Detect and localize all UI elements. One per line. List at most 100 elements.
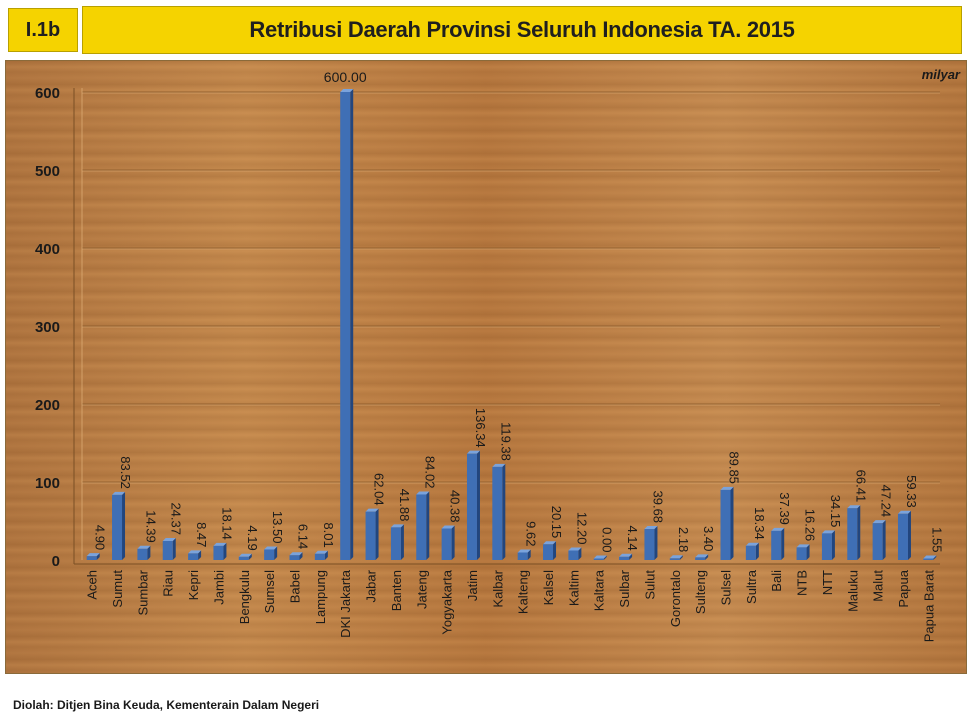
value-label: 119.38 <box>498 422 513 461</box>
y-tick-label: 500 <box>35 163 60 180</box>
bar-side <box>172 537 176 560</box>
bar <box>619 556 630 560</box>
bar-top <box>441 525 455 529</box>
category-label: Kepri <box>186 570 201 600</box>
bar <box>137 548 148 560</box>
bar <box>543 544 554 560</box>
category-label: Aceh <box>85 570 100 600</box>
bar <box>289 555 300 560</box>
value-label: 41.88 <box>397 489 412 522</box>
category-label: Sumut <box>110 570 125 608</box>
bar-top <box>340 89 354 92</box>
bar <box>923 558 934 560</box>
bar-side <box>198 550 202 560</box>
value-label: 2.18 <box>676 527 691 552</box>
value-label: 600.00 <box>324 69 367 85</box>
value-label: 14.39 <box>143 510 158 543</box>
bar-side <box>451 525 455 560</box>
category-label: Gorontalo <box>668 570 683 627</box>
bar-side <box>476 450 480 560</box>
bar-top <box>112 491 126 495</box>
bar-side <box>781 527 785 560</box>
category-label: Kaltim <box>566 570 581 606</box>
value-label: 34.15 <box>828 495 843 528</box>
value-label: 1.55 <box>929 527 944 552</box>
bar-top <box>923 555 937 559</box>
value-label: 20.15 <box>549 506 564 539</box>
bar-side <box>806 544 810 560</box>
value-label: 39.68 <box>650 491 665 524</box>
bar <box>213 545 224 560</box>
y-tick-label: 100 <box>35 475 60 492</box>
bar-side <box>882 520 886 560</box>
value-label: 136.34 <box>473 408 488 448</box>
source-note: Diolah: Ditjen Bina Keuda, Kementerain D… <box>13 698 320 712</box>
value-label: 12.20 <box>574 512 589 545</box>
bar-side <box>248 553 252 560</box>
bar-side <box>679 555 683 560</box>
bar-top <box>847 505 861 509</box>
bar <box>365 511 376 560</box>
bar-top <box>821 530 835 534</box>
bar <box>897 513 908 560</box>
category-label: Sumsel <box>262 570 277 613</box>
bar <box>188 553 199 560</box>
bar <box>492 466 503 560</box>
y-tick-label: 200 <box>35 397 60 414</box>
category-label: Kaltara <box>592 569 607 611</box>
bar <box>86 556 97 560</box>
bar-side <box>502 463 506 560</box>
value-label: 66.41 <box>853 470 868 503</box>
value-label: 8.47 <box>194 522 209 547</box>
bar-top <box>466 450 480 454</box>
chart-panel <box>5 60 967 674</box>
bar-side <box>705 554 709 560</box>
bar-side <box>426 491 430 560</box>
category-label: Jateng <box>414 570 429 609</box>
bar-side <box>375 508 379 560</box>
value-label: 6.14 <box>296 524 311 549</box>
bar-top <box>390 524 404 528</box>
category-label: Sulut <box>642 570 657 600</box>
bar-top <box>137 545 151 549</box>
bar-top <box>593 555 607 559</box>
bar <box>238 556 249 560</box>
category-label: DKI Jakarta <box>338 569 353 638</box>
bar <box>441 528 452 560</box>
value-label: 18.14 <box>219 507 234 540</box>
category-label: Riau <box>161 570 176 597</box>
bar-top <box>720 486 734 490</box>
bar-top <box>872 520 886 524</box>
bar-top <box>162 537 176 541</box>
bar-top <box>314 550 328 554</box>
bar-side <box>350 89 354 560</box>
value-label: 8.01 <box>321 522 336 547</box>
value-label: 9.62 <box>524 521 539 546</box>
value-label: 13.50 <box>270 511 285 544</box>
bar-side <box>730 486 734 560</box>
category-label: Papua <box>896 569 911 607</box>
bar-top <box>644 526 658 530</box>
bar-top <box>86 553 100 557</box>
bar-side <box>274 546 278 560</box>
bar-top <box>745 542 759 546</box>
unit-label: milyar <box>922 67 961 82</box>
bar <box>162 540 173 560</box>
value-label: 59.33 <box>904 475 919 508</box>
category-label: Bali <box>769 570 784 592</box>
bar-side <box>223 542 227 560</box>
bar <box>720 489 731 560</box>
category-label: Banten <box>389 570 404 611</box>
bar-side <box>755 542 759 560</box>
bar-chart: 0 100 200 300 400 500 600 milyar 4.90 Aceh 83.52 Su… <box>35 67 961 642</box>
bar-side <box>96 553 100 560</box>
bar-side <box>578 547 582 560</box>
bar-top <box>897 510 911 514</box>
bar-side <box>603 555 607 560</box>
value-label: 16.26 <box>803 509 818 542</box>
category-label: Sulbar <box>617 569 632 607</box>
category-label: Lampung <box>313 570 328 624</box>
value-label: 62.04 <box>372 473 387 506</box>
bar-top <box>416 491 430 495</box>
bar <box>847 508 858 560</box>
